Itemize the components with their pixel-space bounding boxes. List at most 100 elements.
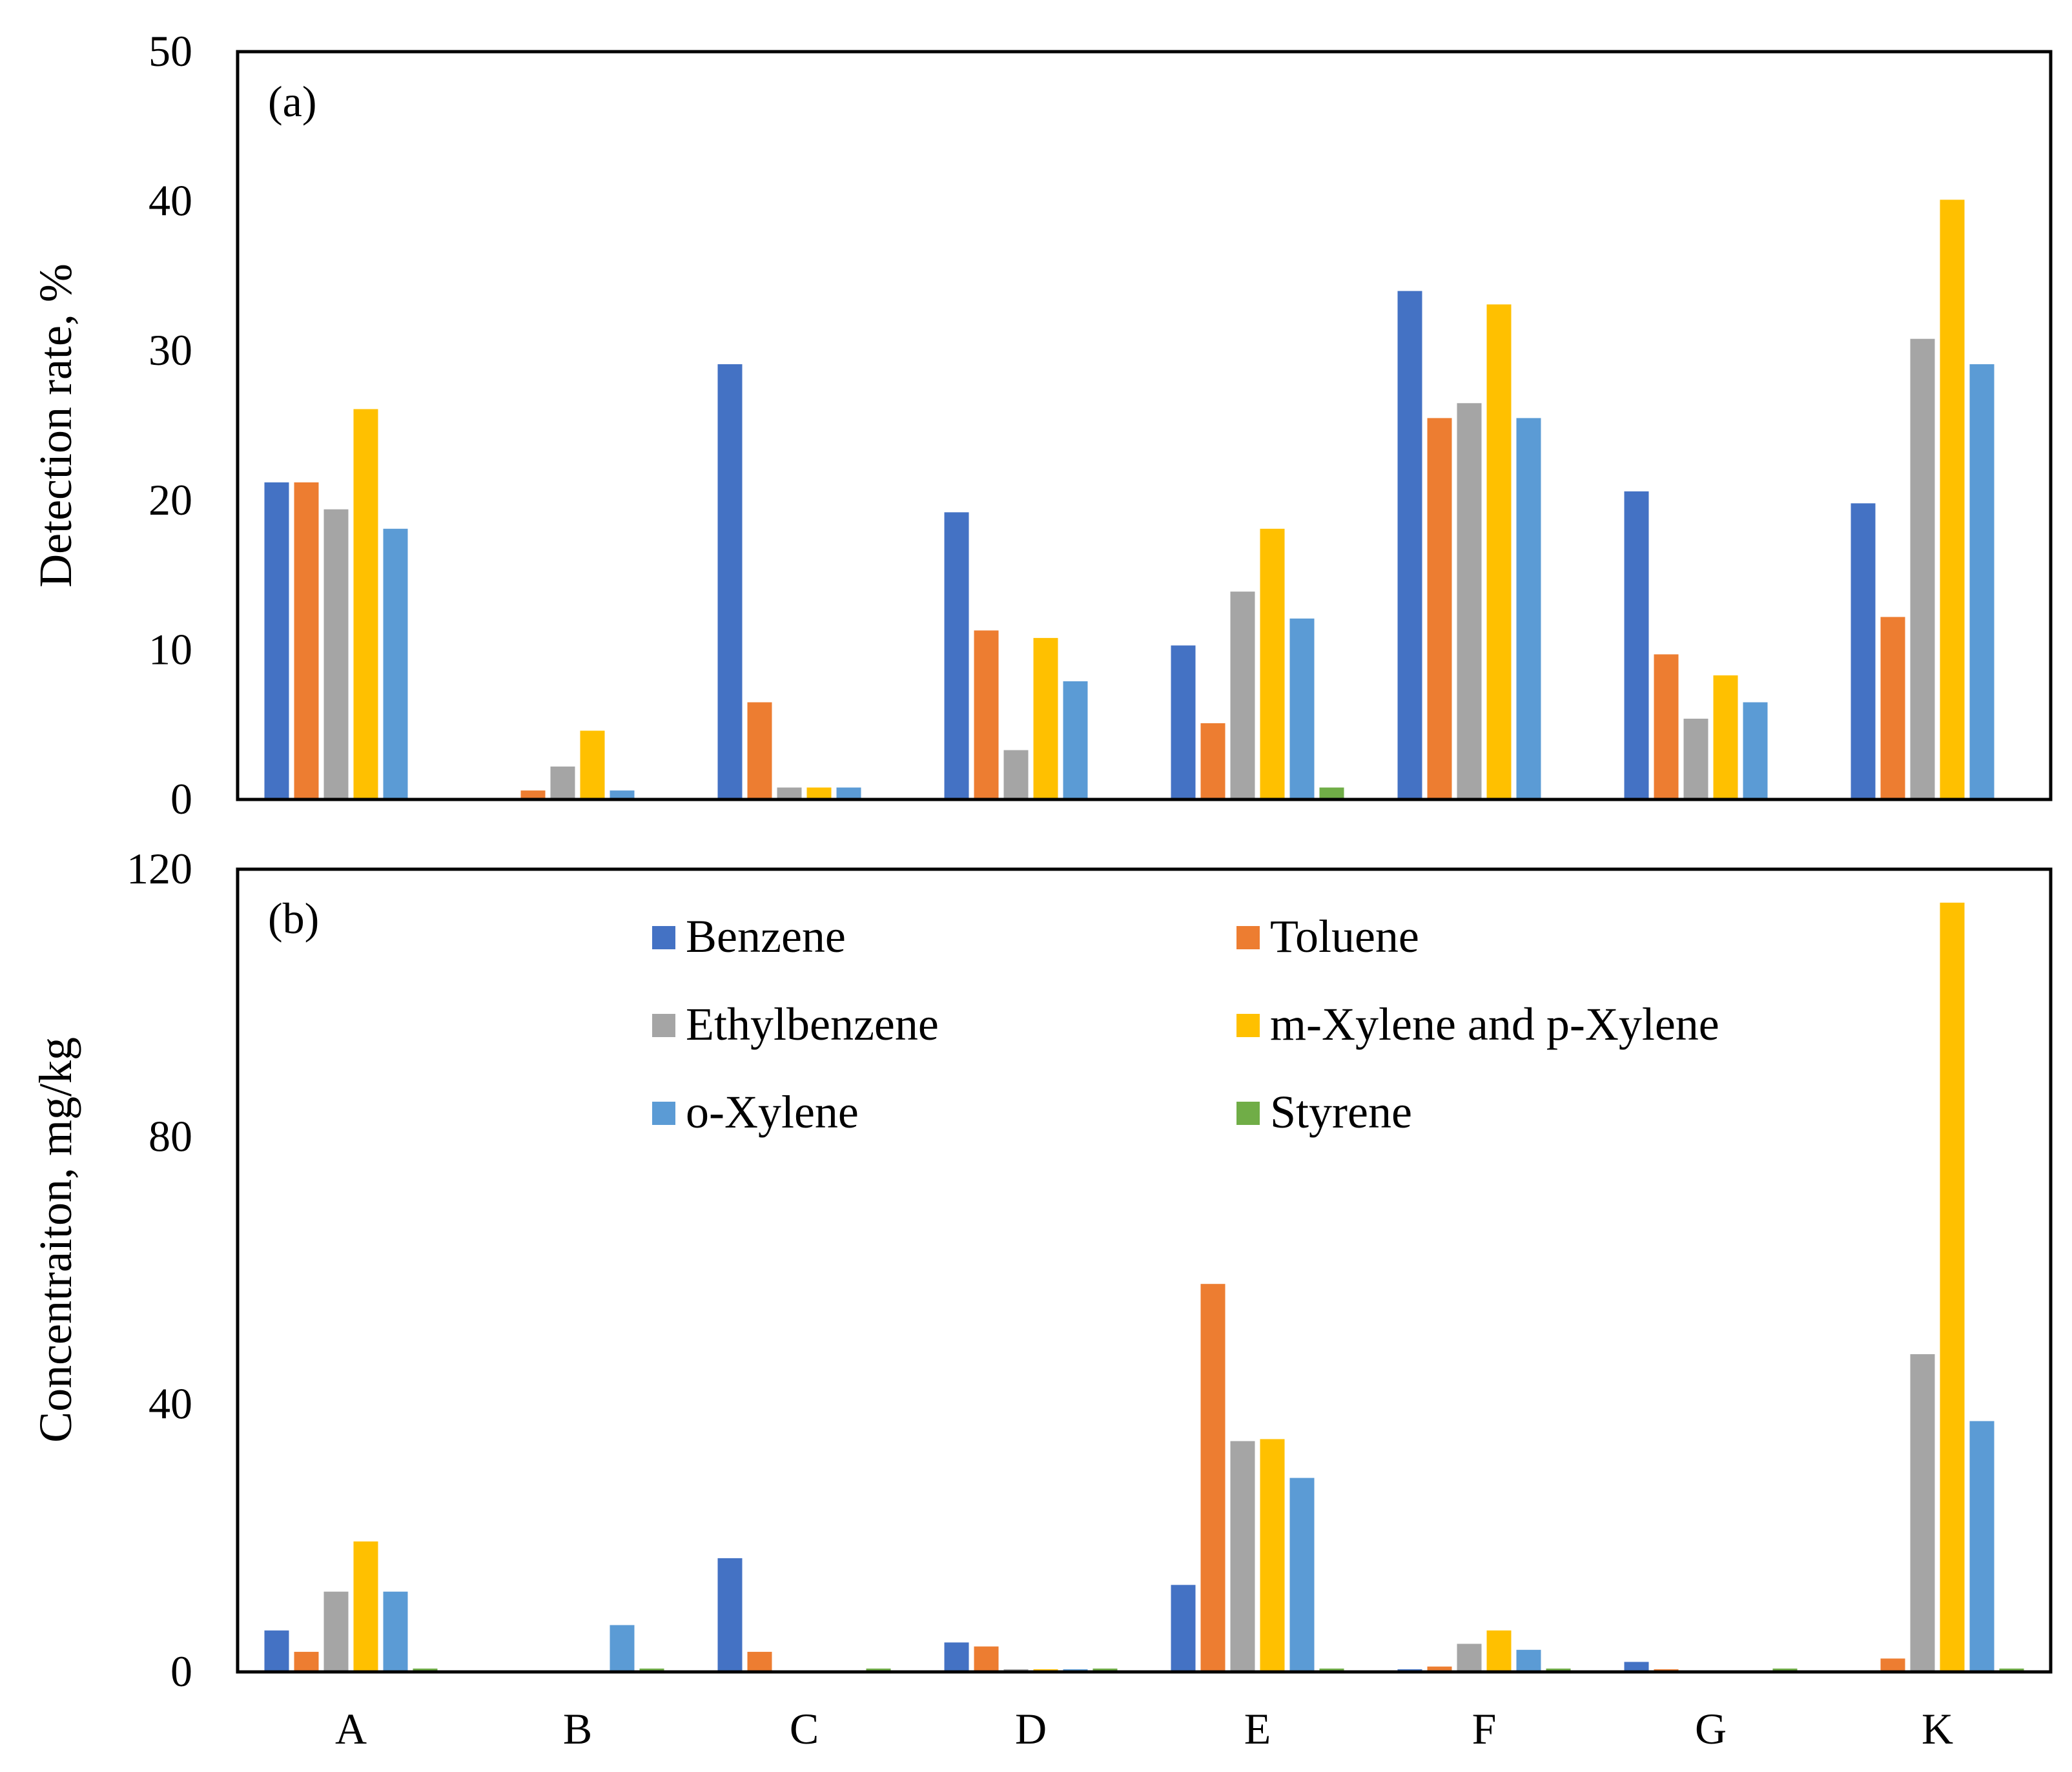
- bar-a-K-m-xylene-and-p-xylene: [1940, 200, 1965, 799]
- bar-a-F-toluene: [1427, 418, 1452, 799]
- bar-a-F-o-xylene: [1516, 418, 1541, 799]
- bar-b-A-ethylbenzene: [323, 1591, 349, 1672]
- bar-b-B-styrene: [639, 1668, 664, 1672]
- bar-a-C-toluene: [747, 702, 772, 799]
- bar-b-K-m-xylene-and-p-xylene: [1940, 902, 1965, 1672]
- bar-b-F-m-xylene-and-p-xylene: [1486, 1630, 1512, 1672]
- bar-a-C-o-xylene: [836, 787, 861, 799]
- bar-b-C-toluene: [747, 1651, 772, 1672]
- bar-a-E-o-xylene: [1289, 618, 1315, 799]
- bar-a-F-ethylbenzene: [1457, 403, 1482, 799]
- panel-b-y-axis-title: Concentraiton, mg/kg: [30, 1037, 81, 1443]
- panel-b-frame: [236, 867, 2053, 1674]
- bar-b-A-styrene: [413, 1668, 438, 1672]
- bar-b-G-benzene: [1624, 1662, 1649, 1672]
- bar-a-G-toluene: [1654, 654, 1679, 799]
- bar-b-F-styrene: [1546, 1668, 1571, 1672]
- bar-b-E-toluene: [1200, 1284, 1226, 1672]
- bar-b-E-styrene: [1319, 1668, 1344, 1672]
- bar-b-K-toluene: [1880, 1658, 1905, 1672]
- bar-b-D-styrene: [1092, 1668, 1118, 1672]
- bar-b-A-toluene: [294, 1651, 319, 1672]
- bar-b-C-benzene: [717, 1558, 743, 1672]
- bar-a-B-o-xylene: [610, 790, 635, 799]
- bar-a-G-m-xylene-and-p-xylene: [1713, 675, 1738, 799]
- bar-a-K-toluene: [1880, 617, 1905, 799]
- bar-b-A-m-xylene-and-p-xylene: [353, 1541, 378, 1672]
- bar-a-A-o-xylene: [383, 528, 408, 799]
- bar-a-K-ethylbenzene: [1910, 338, 1935, 799]
- legend-swatch-m-xylene-and-p-xylene: [1236, 1014, 1260, 1037]
- panel-a: 0 10 20 30 40 50 (a) Detection rate, %: [30, 26, 2053, 823]
- bar-b-G-styrene: [1772, 1668, 1798, 1672]
- bar-b-D-benzene: [944, 1642, 969, 1672]
- y-tick-label-a: 20: [149, 475, 192, 524]
- panel-a-label: (a): [268, 77, 316, 126]
- legend-label: Toluene: [1270, 911, 1419, 962]
- panel-a-frame: [236, 50, 2053, 801]
- y-tick-label-b: 40: [149, 1379, 192, 1428]
- bar-a-F-m-xylene-and-p-xylene: [1486, 304, 1512, 799]
- panel-b-label: (b): [268, 894, 319, 943]
- x-tick-label: F: [1472, 1704, 1497, 1753]
- panel-b: 0 40 80 120 (b) Concentraiton, mg/kg Benzen…: [30, 844, 2053, 1696]
- bars-a: [264, 200, 1995, 800]
- y-tick-label-a: 10: [149, 624, 192, 674]
- bar-a-G-o-xylene: [1743, 702, 1768, 799]
- bar-b-K-o-xylene: [1969, 1421, 1995, 1672]
- legend-swatch-toluene: [1236, 926, 1260, 949]
- bar-b-F-o-xylene: [1516, 1649, 1541, 1672]
- bar-a-E-toluene: [1200, 723, 1226, 799]
- bar-b-D-toluene: [974, 1646, 999, 1672]
- bar-b-K-styrene: [1999, 1668, 2024, 1672]
- y-tick-label-b: 80: [149, 1111, 192, 1160]
- bar-a-G-benzene: [1624, 491, 1649, 799]
- bar-a-D-ethylbenzene: [1003, 750, 1029, 799]
- x-tick-label: C: [790, 1704, 819, 1753]
- bar-a-D-toluene: [974, 630, 999, 799]
- legend-label: Styrene: [1270, 1086, 1412, 1138]
- bar-b-E-ethylbenzene: [1230, 1441, 1255, 1672]
- x-tick-label: A: [335, 1704, 367, 1753]
- bars-b: [264, 902, 2024, 1672]
- legend-label: Benzene: [686, 911, 846, 962]
- panel-b-y-ticks: 0 40 80 120: [127, 844, 192, 1696]
- bar-b-A-benzene: [264, 1630, 289, 1672]
- bar-a-G-ethylbenzene: [1683, 718, 1708, 799]
- bar-b-F-ethylbenzene: [1457, 1643, 1482, 1672]
- bar-b-E-o-xylene: [1289, 1478, 1315, 1672]
- bar-a-B-toluene: [520, 790, 546, 799]
- bar-a-C-m-xylene-and-p-xylene: [806, 787, 832, 799]
- panel-a-y-ticks: 0 10 20 30 40 50: [149, 26, 192, 823]
- bar-a-C-ethylbenzene: [777, 787, 802, 799]
- legend-swatch-benzene: [652, 926, 675, 949]
- y-tick-label-a: 40: [149, 176, 192, 225]
- bar-a-E-m-xylene-and-p-xylene: [1260, 528, 1285, 799]
- bar-a-E-benzene: [1171, 645, 1196, 799]
- x-tick-label: E: [1244, 1704, 1271, 1753]
- legend-label: o-Xylene: [686, 1086, 859, 1138]
- bar-a-A-benzene: [264, 482, 289, 799]
- bar-a-D-m-xylene-and-p-xylene: [1033, 637, 1058, 799]
- x-tick-label: K: [1922, 1704, 1953, 1753]
- bar-a-F-benzene: [1397, 291, 1422, 800]
- legend-swatch-ethylbenzene: [652, 1014, 675, 1037]
- bar-b-E-m-xylene-and-p-xylene: [1260, 1439, 1285, 1672]
- x-tick-label: G: [1695, 1704, 1727, 1753]
- bar-a-A-m-xylene-and-p-xylene: [353, 409, 378, 799]
- x-tick-label: D: [1015, 1704, 1047, 1753]
- bar-a-D-o-xylene: [1063, 681, 1088, 799]
- legend: Benzene Toluene Ethylbenzene m-Xylene and p…: [652, 911, 1719, 1138]
- x-tick-label: B: [563, 1704, 592, 1753]
- bar-b-F-toluene: [1427, 1666, 1452, 1672]
- y-tick-label-a: 0: [170, 774, 192, 823]
- y-tick-label-b: 120: [127, 844, 192, 893]
- bar-a-B-m-xylene-and-p-xylene: [580, 730, 605, 799]
- bar-a-E-ethylbenzene: [1230, 592, 1255, 799]
- bar-a-A-toluene: [294, 482, 319, 799]
- legend-label: m-Xylene and p-Xylene: [1270, 998, 1719, 1050]
- bar-b-C-styrene: [866, 1668, 891, 1672]
- bar-b-B-o-xylene: [610, 1625, 635, 1672]
